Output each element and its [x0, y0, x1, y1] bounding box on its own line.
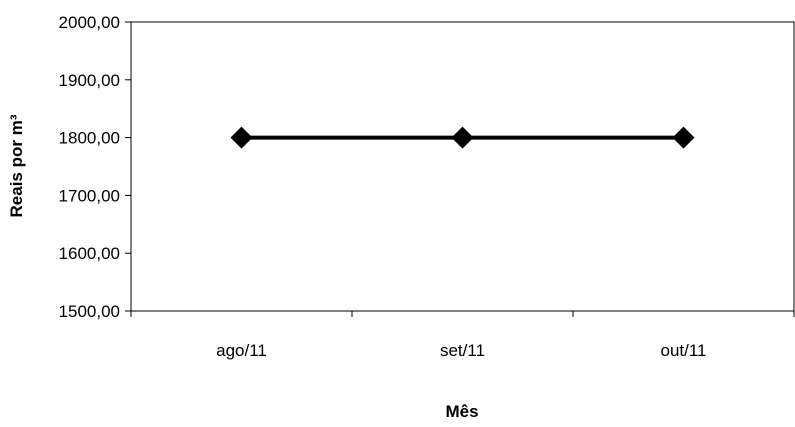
x-tick-label: ago/11 — [216, 341, 267, 360]
x-tick-label: set/11 — [440, 341, 485, 360]
plot-area — [130, 21, 795, 312]
data-point-marker — [451, 126, 474, 149]
y-axis: 1500,00 1600,00 1700,00 1800,00 1900,00 2000,… — [59, 13, 131, 321]
data-point-marker — [672, 126, 695, 149]
series-group — [230, 126, 695, 149]
y-tick-label: 1600,00 — [59, 244, 120, 263]
y-tick-label: 2000,00 — [59, 13, 120, 32]
y-tick-label: 1800,00 — [59, 129, 120, 148]
x-axis-title: Mês — [445, 402, 478, 421]
y-tick-label: 1900,00 — [59, 71, 120, 90]
x-axis: ago/11 set/11 out/11 — [130, 311, 795, 360]
y-tick-label: 1500,00 — [59, 302, 120, 321]
data-point-marker — [230, 126, 253, 149]
x-tick-label: out/11 — [660, 341, 706, 360]
y-tick-label: 1700,00 — [59, 186, 120, 205]
y-axis-title: Reais por m³ — [7, 114, 26, 217]
